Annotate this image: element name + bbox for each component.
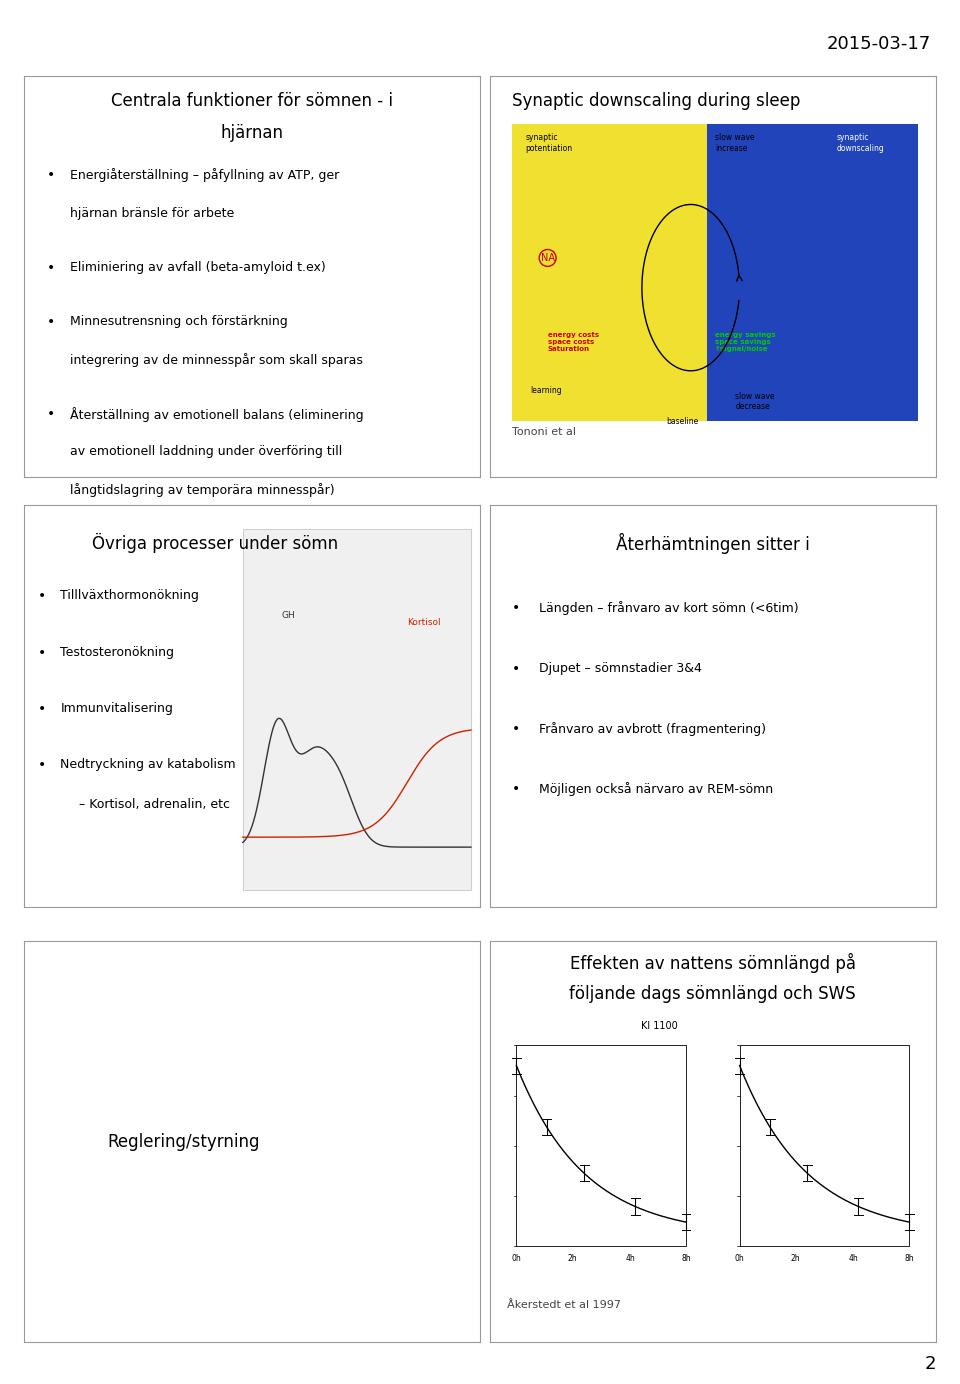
- Text: Återställning av emotionell balans (eliminering: Återställning av emotionell balans (elim…: [69, 407, 363, 422]
- Text: 8h: 8h: [682, 1254, 691, 1264]
- Text: 4h: 4h: [849, 1254, 858, 1264]
- Text: synaptic
downscaling: synaptic downscaling: [837, 133, 885, 152]
- Text: 2: 2: [924, 1355, 936, 1373]
- Text: synaptic
potentiation: synaptic potentiation: [525, 133, 572, 152]
- Text: 8h: 8h: [904, 1254, 914, 1264]
- Text: Synaptic downscaling during sleep: Synaptic downscaling during sleep: [512, 93, 801, 111]
- Text: Eliminiering av avfall (beta-amyloid t.ex): Eliminiering av avfall (beta-amyloid t.e…: [69, 260, 325, 274]
- Text: •: •: [512, 782, 520, 796]
- Text: •: •: [512, 602, 520, 616]
- Text: Immunvitalisering: Immunvitalisering: [60, 702, 174, 714]
- Text: följande dags sömnlängd och SWS: följande dags sömnlängd och SWS: [569, 985, 856, 1003]
- Text: •: •: [37, 590, 46, 603]
- Text: Övriga processer under sömn: Övriga processer under sömn: [92, 533, 339, 554]
- Text: •: •: [47, 407, 55, 421]
- Text: energy costs
space costs
Saturation: energy costs space costs Saturation: [547, 332, 599, 352]
- Text: Kortisol: Kortisol: [407, 617, 441, 627]
- Text: Effekten av nattens sömnlängd på: Effekten av nattens sömnlängd på: [570, 954, 855, 973]
- Bar: [243, 529, 470, 890]
- Text: Kl 1100: Kl 1100: [641, 1021, 678, 1031]
- Text: Reglering/styrning: Reglering/styrning: [108, 1132, 260, 1151]
- Text: energy savings
space savings
↑signal/noise: energy savings space savings ↑signal/noi…: [715, 332, 776, 353]
- Text: •: •: [512, 722, 520, 736]
- Text: Åkerstedt et al 1997: Åkerstedt et al 1997: [508, 1301, 621, 1311]
- Text: 0h: 0h: [734, 1254, 744, 1264]
- Text: Tononi et al: Tononi et al: [512, 428, 576, 437]
- Text: Tilllväxthormonökning: Tilllväxthormonökning: [60, 590, 200, 602]
- Text: •: •: [37, 702, 46, 716]
- Text: 4h: 4h: [625, 1254, 635, 1264]
- Text: learning: learning: [530, 386, 562, 394]
- Text: Djupet – sömnstadier 3&4: Djupet – sömnstadier 3&4: [539, 662, 702, 674]
- Text: 0h: 0h: [512, 1254, 521, 1264]
- Text: långtidslagring av temporära minnesspår): långtidslagring av temporära minnesspår): [69, 483, 334, 497]
- Text: •: •: [37, 645, 46, 660]
- Text: Återhämtningen sitter i: Återhämtningen sitter i: [616, 533, 809, 555]
- Text: Centrala funktioner för sömnen - i: Centrala funktioner för sömnen - i: [111, 93, 393, 111]
- Text: Möjligen också närvaro av REM-sömn: Möjligen också närvaro av REM-sömn: [539, 782, 773, 796]
- Text: av emotionell laddning under överföring till: av emotionell laddning under överföring …: [69, 446, 342, 458]
- Text: GH: GH: [281, 610, 296, 620]
- Bar: [707, 125, 918, 421]
- Text: Nedtryckning av katabolism: Nedtryckning av katabolism: [60, 758, 236, 771]
- Text: Längden – frånvaro av kort sömn (<6tim): Längden – frånvaro av kort sömn (<6tim): [539, 602, 799, 616]
- Bar: [512, 125, 707, 421]
- Text: 2h: 2h: [567, 1254, 577, 1264]
- Text: integrering av de minnesspår som skall sparas: integrering av de minnesspår som skall s…: [69, 353, 363, 367]
- Text: Minnesutrensning och förstärkning: Minnesutrensning och förstärkning: [69, 316, 287, 328]
- Text: baseline: baseline: [666, 418, 699, 426]
- Text: 2h: 2h: [791, 1254, 801, 1264]
- Text: Energiåterställning – påfyllning av ATP, ger: Energiåterställning – påfyllning av ATP,…: [69, 169, 339, 183]
- Text: slow wave
increase: slow wave increase: [715, 133, 755, 152]
- Text: •: •: [47, 316, 55, 329]
- Text: hjärnan: hjärnan: [221, 125, 283, 143]
- Text: – Kortisol, adrenalin, etc: – Kortisol, adrenalin, etc: [79, 799, 229, 811]
- Text: hjärnan bränsle för arbete: hjärnan bränsle för arbete: [69, 206, 234, 220]
- Text: NA: NA: [540, 253, 555, 263]
- Text: 2015-03-17: 2015-03-17: [827, 35, 931, 53]
- Text: •: •: [47, 260, 55, 275]
- Text: •: •: [512, 662, 520, 675]
- Text: slow wave
decrease: slow wave decrease: [735, 392, 775, 411]
- Text: •: •: [37, 758, 46, 772]
- Text: Frånvaro av avbrott (fragmentering): Frånvaro av avbrott (fragmentering): [539, 722, 766, 736]
- Text: Testosteronökning: Testosteronökning: [60, 645, 175, 659]
- Text: •: •: [47, 169, 55, 183]
